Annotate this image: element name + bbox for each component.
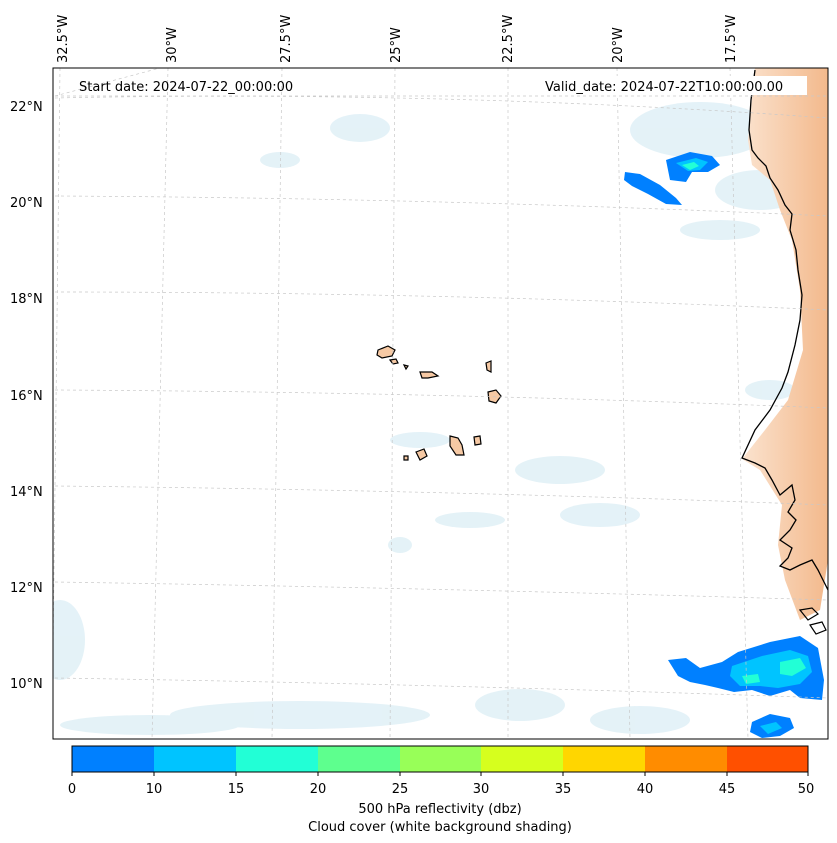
cloud-cover-layer bbox=[53, 102, 805, 735]
colorbar-label-line2: Cloud cover (white background shading) bbox=[308, 820, 572, 835]
longitude-label: 30°W bbox=[165, 27, 180, 63]
colorbar-tick-label: 10 bbox=[146, 782, 163, 797]
colorbar-segment bbox=[154, 746, 236, 772]
colorbar: 0 10 15 20 25 30 35 40 45 50 500 hPa ref… bbox=[68, 745, 815, 835]
colorbar-segment bbox=[318, 746, 400, 772]
longitude-label: 20°W bbox=[611, 27, 626, 63]
colorbar-tick-label: 15 bbox=[228, 782, 245, 797]
colorbar-tick-label: 0 bbox=[68, 782, 76, 797]
longitude-label: 27.5°W bbox=[279, 15, 294, 63]
colorbar-segment bbox=[236, 746, 318, 772]
coastline-islands bbox=[798, 607, 827, 635]
colorbar-segment bbox=[72, 746, 154, 772]
colorbar-frame bbox=[71, 745, 809, 773]
latitude-label: 10°N bbox=[10, 677, 43, 692]
colorbar-segment bbox=[481, 746, 563, 772]
latitude-label: 16°N bbox=[10, 389, 43, 404]
colorbar-tick-label: 40 bbox=[637, 782, 654, 797]
longitude-label: 17.5°W bbox=[724, 15, 739, 63]
colorbar-segment bbox=[645, 746, 727, 772]
colorbar-segment bbox=[727, 746, 808, 772]
colorbar-tick-label: 20 bbox=[310, 782, 327, 797]
valid-date-label: Valid_date: 2024-07-22T10:00:00.00 bbox=[545, 80, 783, 95]
colorbar-tick-label: 30 bbox=[473, 782, 490, 797]
colorbar-tick-label: 25 bbox=[392, 782, 409, 797]
map-frame bbox=[52, 67, 829, 740]
valid-date-box bbox=[541, 76, 807, 95]
latitude-label: 20°N bbox=[10, 196, 43, 211]
longitude-label: 25°W bbox=[389, 27, 404, 63]
latitude-label: 14°N bbox=[10, 485, 43, 500]
start-date-label: Start date: 2024-07-22_00:00:00 bbox=[79, 80, 293, 95]
longitude-label: 32.5°W bbox=[56, 15, 71, 63]
latitude-label: 18°N bbox=[10, 292, 43, 307]
longitude-labels: 32.5°W 30°W 27.5°W 25°W 22.5°W 20°W 17.5… bbox=[56, 15, 739, 63]
colorbar-segment bbox=[563, 746, 645, 772]
longitude-label: 22.5°W bbox=[501, 15, 516, 63]
colorbar-label-line1: 500 hPa reflectivity (dbz) bbox=[358, 802, 521, 817]
map-area bbox=[53, 68, 828, 739]
colorbar-tick-label: 35 bbox=[555, 782, 572, 797]
latitude-labels: 22°N 20°N 18°N 16°N 14°N 12°N 10°N bbox=[10, 100, 43, 692]
africa-landmass bbox=[742, 68, 828, 620]
latitude-label: 22°N bbox=[10, 100, 43, 115]
colorbar-segment bbox=[400, 746, 481, 772]
africa-coastline bbox=[741, 69, 828, 591]
latitude-label: 12°N bbox=[10, 581, 43, 596]
colorbar-tick-label: 45 bbox=[719, 782, 736, 797]
colorbar-tick-label: 50 bbox=[798, 782, 815, 797]
